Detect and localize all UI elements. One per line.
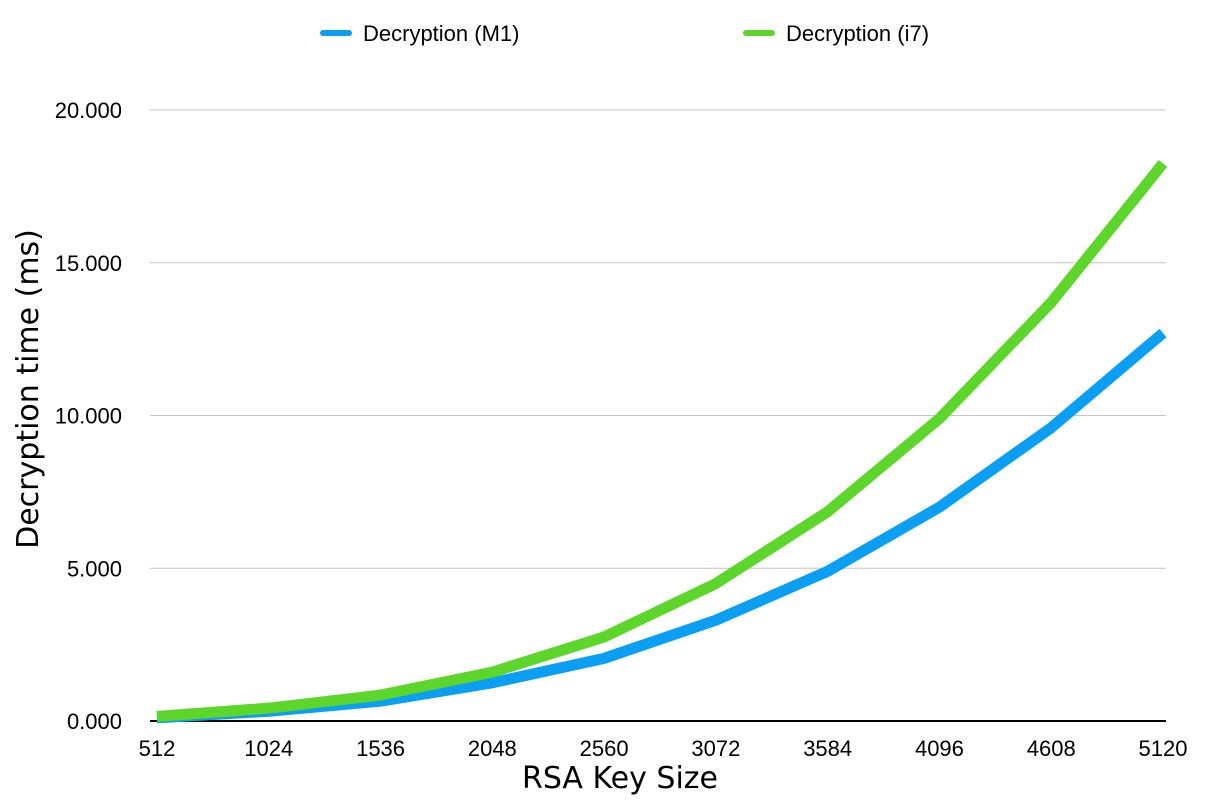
legend: Decryption (M1) Decryption (i7) — [320, 21, 929, 46]
y-tick-label: 20.000 — [55, 98, 122, 123]
y-axis-tick-labels: 0.000 5.000 10.000 15.000 20.000 — [55, 98, 122, 734]
x-tick-label: 3584 — [803, 736, 852, 761]
y-tick-label: 0.000 — [67, 709, 122, 734]
x-axis-title: RSA Key Size — [522, 761, 718, 796]
series-lines — [156, 160, 1168, 724]
x-axis-tick-labels: 512 1024 1536 2048 2560 3072 3584 4096 4608 5120 — [139, 736, 1188, 761]
y-tick-label: 5.000 — [67, 556, 122, 581]
x-tick-label: 4608 — [1027, 736, 1076, 761]
x-tick-label: 1536 — [356, 736, 405, 761]
x-tick-label: 3072 — [691, 736, 740, 761]
x-tick-label: 1024 — [244, 736, 293, 761]
y-tick-label: 10.000 — [55, 404, 122, 429]
x-tick-label: 512 — [139, 736, 176, 761]
x-tick-label: 4096 — [915, 736, 964, 761]
x-tick-label: 2048 — [468, 736, 517, 761]
x-tick-label: 2560 — [580, 736, 629, 761]
x-tick-label: 5120 — [1139, 736, 1188, 761]
series-line-2 — [156, 160, 1168, 722]
legend-label-2: Decryption (i7) — [786, 21, 929, 46]
gridlines — [150, 109, 1166, 569]
y-tick-label: 15.000 — [55, 251, 122, 276]
y-axis-title: Decryption time (ms) — [11, 229, 46, 549]
series-line-1 — [156, 328, 1167, 724]
legend-label-1: Decryption (M1) — [363, 21, 519, 46]
